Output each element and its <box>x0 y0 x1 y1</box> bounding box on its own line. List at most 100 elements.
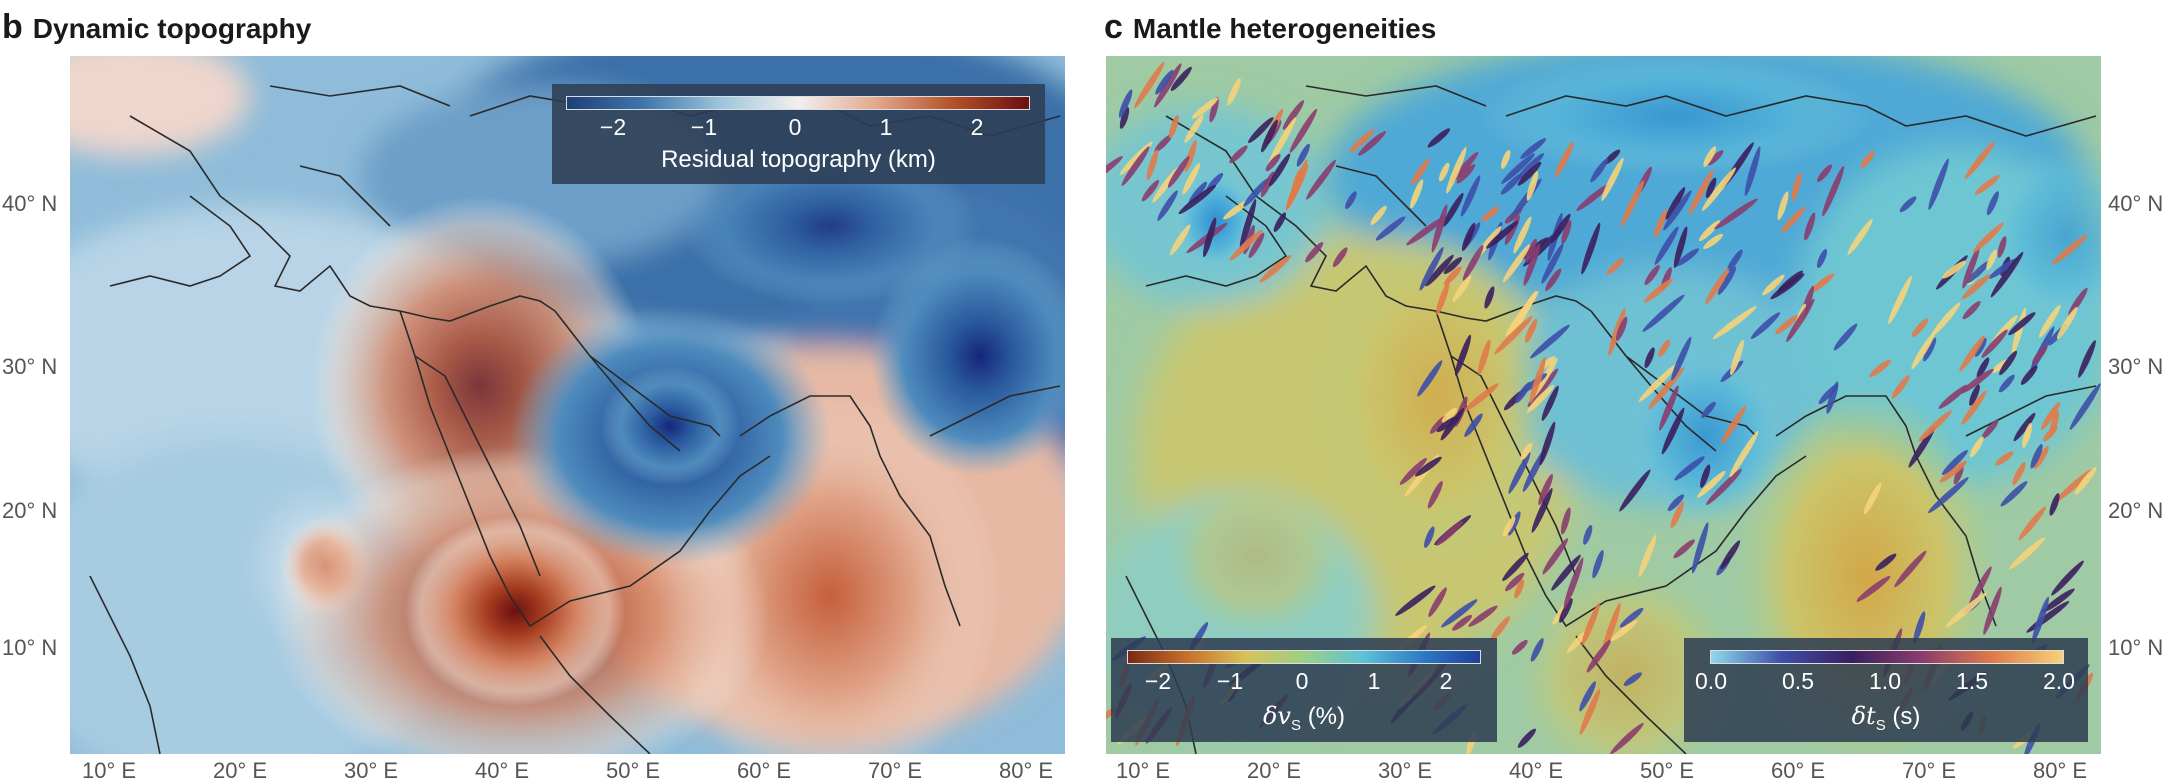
splitting-bar <box>2012 462 2026 486</box>
lat-tick-left: 30° N <box>2 354 58 379</box>
splitting-bar <box>1410 158 1430 185</box>
splitting-bar <box>1960 368 1994 394</box>
splitting-bar <box>1953 464 1964 485</box>
splitting-bar <box>1514 579 1525 599</box>
splitting-bar <box>1436 281 1450 315</box>
splitting-bar <box>1712 306 1757 340</box>
splitting-bar <box>1697 470 1726 498</box>
splitting-bar <box>1894 550 1927 588</box>
splitting-bar <box>1443 266 1462 286</box>
splitting-bar <box>1285 159 1308 211</box>
splitting-bar <box>1541 243 1564 284</box>
topography-colorbar: −2 −1 0 1 2 Residual topography (km) <box>552 84 1045 184</box>
splitting-bar <box>1786 298 1815 342</box>
splitting-bar <box>1701 167 1736 212</box>
splitting-bar <box>1438 162 1450 182</box>
splitting-bar <box>1227 78 1241 106</box>
splitting-bar <box>2022 422 2033 448</box>
splitting-bar <box>1468 605 1498 627</box>
delay-time-tick: 1.5 <box>1956 668 1988 694</box>
lat-tick-left: 10° N <box>2 635 58 660</box>
splitting-bar <box>1305 242 1324 263</box>
splitting-bar <box>1229 229 1263 261</box>
splitting-bar <box>1119 107 1130 129</box>
splitting-bar <box>1969 436 1984 458</box>
splitting-bar <box>1869 359 1892 377</box>
splitting-bar <box>1583 525 1593 545</box>
splitting-bar <box>1968 566 1992 608</box>
splitting-bar <box>1780 207 1806 233</box>
splitting-bar <box>1167 156 1190 188</box>
topography-tick: 1 <box>879 114 893 140</box>
delay-time-label-sub: S <box>1875 716 1886 734</box>
splitting-bar <box>1590 158 1609 183</box>
splitting-bar <box>1500 149 1511 169</box>
velocity-tick: 0 <box>1295 668 1309 694</box>
splitting-bar <box>1620 180 1644 227</box>
splitting-bar <box>1551 554 1581 591</box>
splitting-bar <box>1530 638 1544 662</box>
lon-tick-b: 80° E <box>999 758 1054 783</box>
splitting-bar <box>1554 141 1574 178</box>
lat-tick-left: 40° N <box>2 191 58 216</box>
splitting-bar <box>1939 460 1968 483</box>
splitting-bar <box>1986 191 1999 216</box>
splitting-bar <box>1703 146 1717 167</box>
lon-tick-c: 60° E <box>1771 758 1826 783</box>
splitting-bar <box>1464 413 1483 437</box>
splitting-bar <box>1707 150 1724 166</box>
splitting-bar <box>1986 249 1997 270</box>
splitting-bar <box>1698 220 1721 242</box>
velocity-label-unit: (%) <box>1307 703 1346 730</box>
lon-tick-c: 50° E <box>1640 758 1695 783</box>
splitting-bar <box>1822 166 1845 217</box>
splitting-bar <box>1918 410 1952 442</box>
splitting-bar <box>1477 339 1491 375</box>
splitting-bar <box>1654 226 1679 265</box>
splitting-bar <box>1289 108 1318 153</box>
lon-tick-b: 20° E <box>213 758 268 783</box>
splitting-bar <box>1529 357 1546 404</box>
splitting-bar <box>1395 585 1436 616</box>
splitting-bar <box>1875 553 1897 571</box>
splitting-bar <box>1899 196 1917 213</box>
splitting-bar <box>1170 66 1192 92</box>
splitting-bar <box>1184 114 1204 143</box>
splitting-bar <box>1959 335 1985 372</box>
splitting-bar <box>1505 291 1539 337</box>
splitting-bar <box>1826 381 1839 414</box>
splitting-bar <box>1454 334 1472 376</box>
splitting-bar <box>1981 329 2008 358</box>
splitting-bar <box>1268 153 1291 187</box>
splitting-bar <box>1446 147 1467 194</box>
panel-c-letter: c <box>1104 8 1123 46</box>
splitting-bar <box>1665 187 1686 220</box>
lon-tick-c: 80° E <box>2033 758 2088 783</box>
splitting-bar <box>1431 204 1448 253</box>
lon-tick-c: 30° E <box>1378 758 1433 783</box>
splitting-bar <box>1442 192 1464 227</box>
splitting-bar <box>1121 146 1150 186</box>
splitting-bar <box>1931 302 1961 337</box>
splitting-bar <box>1542 538 1569 575</box>
splitting-bar <box>1775 315 1799 335</box>
splitting-bar <box>1306 159 1336 200</box>
splitting-bar <box>2040 402 2061 430</box>
splitting-bar <box>2051 234 2088 265</box>
splitting-bar <box>1490 616 1510 642</box>
splitting-bar <box>1462 244 1484 281</box>
splitting-bar <box>1530 324 1570 359</box>
splitting-bar <box>1847 218 1873 255</box>
splitting-bar <box>1661 407 1685 455</box>
splitting-bar <box>1481 206 1500 222</box>
splitting-bar <box>1653 209 1668 238</box>
topography-tick: 2 <box>970 114 984 140</box>
splitting-bar <box>1642 294 1685 332</box>
splitting-bar <box>1981 419 1999 439</box>
delay-time-colorbar-label: δtS (s) <box>1684 702 2088 734</box>
splitting-bar <box>1966 260 1991 284</box>
splitting-bar <box>1730 339 1744 376</box>
splitting-bar <box>1701 401 1716 418</box>
splitting-bar <box>1484 286 1495 309</box>
splitting-bar <box>1744 146 1761 197</box>
